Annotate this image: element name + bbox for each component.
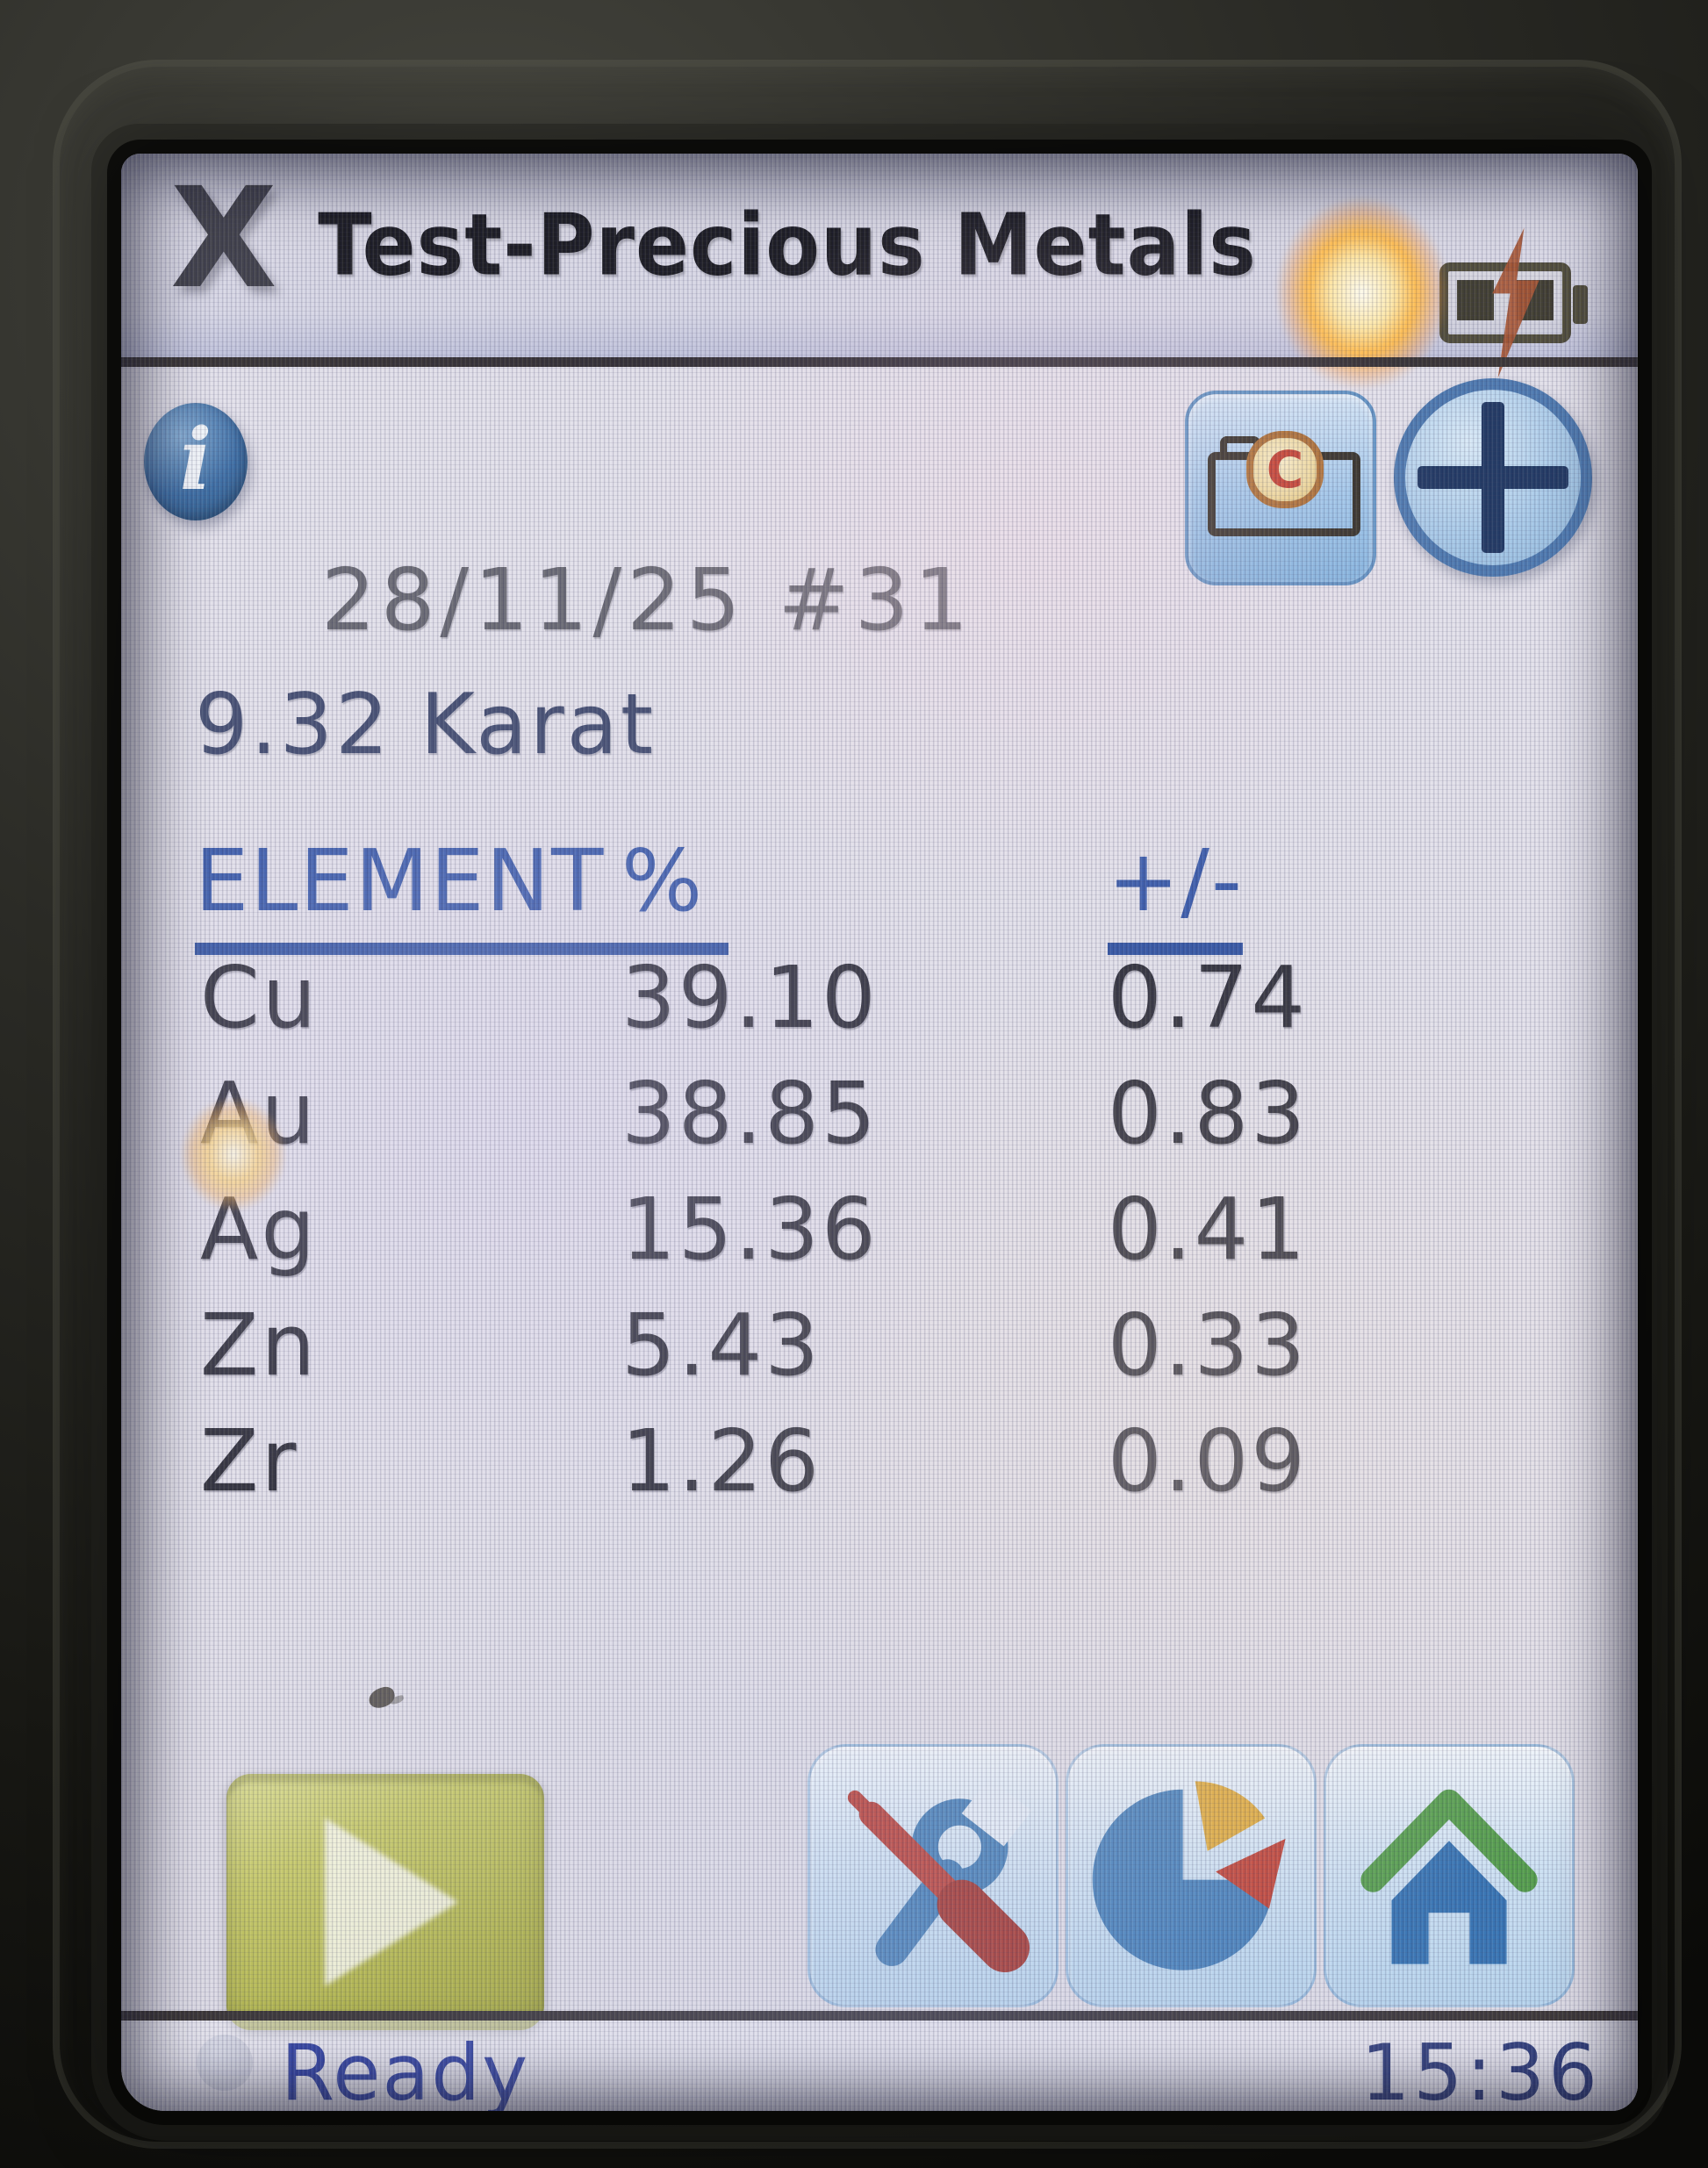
results-table-header: ELEMENT % +/-	[195, 831, 1582, 963]
page-title: Test-Precious Metals	[318, 195, 1257, 296]
pie-chart-icon	[1092, 1781, 1286, 1971]
column-header-percent: %	[621, 831, 728, 955]
element-percent: 38.85	[621, 1064, 879, 1163]
column-header-element: ELEMENT	[195, 831, 676, 955]
element-tolerance: 0.41	[1108, 1180, 1308, 1279]
element-percent: 15.36	[621, 1180, 879, 1279]
home-icon	[1360, 1789, 1538, 1964]
status-bar: Ready 15:36	[121, 2021, 1638, 2111]
column-header-tolerance: +/-	[1108, 831, 1243, 955]
tools-button[interactable]	[807, 1744, 1059, 2007]
close-button[interactable]: X	[170, 158, 277, 319]
glare-reflection	[167, 1082, 300, 1226]
charging-bolt-icon	[1492, 227, 1539, 378]
plus-icon	[1417, 466, 1568, 489]
sample-date-id: 28/11/25 #31	[321, 550, 974, 650]
status-led-icon	[197, 2035, 253, 2091]
status-text: Ready	[281, 2028, 530, 2111]
clock: 15:36	[1360, 2028, 1601, 2111]
statusbar-separator	[121, 2011, 1638, 2021]
table-row: Au 38.85 0.83	[195, 1064, 1582, 1180]
camera-lens-icon: C	[1246, 431, 1324, 508]
tools-icon	[847, 1777, 1032, 1972]
battery-terminal	[1573, 285, 1588, 324]
table-row: Zr 1.26 0.09	[195, 1411, 1582, 1527]
table-row: Cu 39.10 0.74	[195, 948, 1582, 1064]
chart-button[interactable]	[1066, 1744, 1317, 2007]
element-tolerance: 0.33	[1108, 1296, 1308, 1395]
element-symbol: Zr	[200, 1411, 299, 1511]
home-button[interactable]	[1324, 1744, 1575, 2007]
add-button[interactable]	[1394, 378, 1592, 577]
title-bar: X Test-Precious Metals	[121, 154, 1638, 408]
camera-lens-glyph: C	[1266, 440, 1304, 499]
play-icon	[325, 1818, 458, 1986]
karat-result: 9.32 Karat	[195, 677, 657, 773]
element-percent: 39.10	[621, 948, 879, 1047]
info-button[interactable]: i	[144, 403, 248, 520]
element-tolerance: 0.83	[1108, 1064, 1308, 1163]
table-row: Ag 15.36 0.41	[195, 1180, 1582, 1296]
camera-button[interactable]: C	[1185, 391, 1376, 585]
element-tolerance: 0.09	[1108, 1411, 1308, 1511]
start-measurement-button[interactable]	[226, 1774, 544, 2030]
glare-reflection	[1259, 178, 1466, 408]
element-symbol: Cu	[200, 948, 319, 1047]
table-row: Zn 5.43 0.33	[195, 1296, 1582, 1411]
element-percent: 1.26	[621, 1411, 822, 1511]
element-percent: 5.43	[621, 1296, 822, 1395]
info-icon: i	[179, 410, 212, 509]
dust-speck	[366, 1684, 398, 1711]
titlebar-separator	[121, 357, 1638, 367]
element-symbol: Zn	[200, 1296, 318, 1395]
element-tolerance: 0.74	[1108, 948, 1308, 1047]
analyzer-screen: X Test-Precious Metals i C	[121, 154, 1638, 2111]
